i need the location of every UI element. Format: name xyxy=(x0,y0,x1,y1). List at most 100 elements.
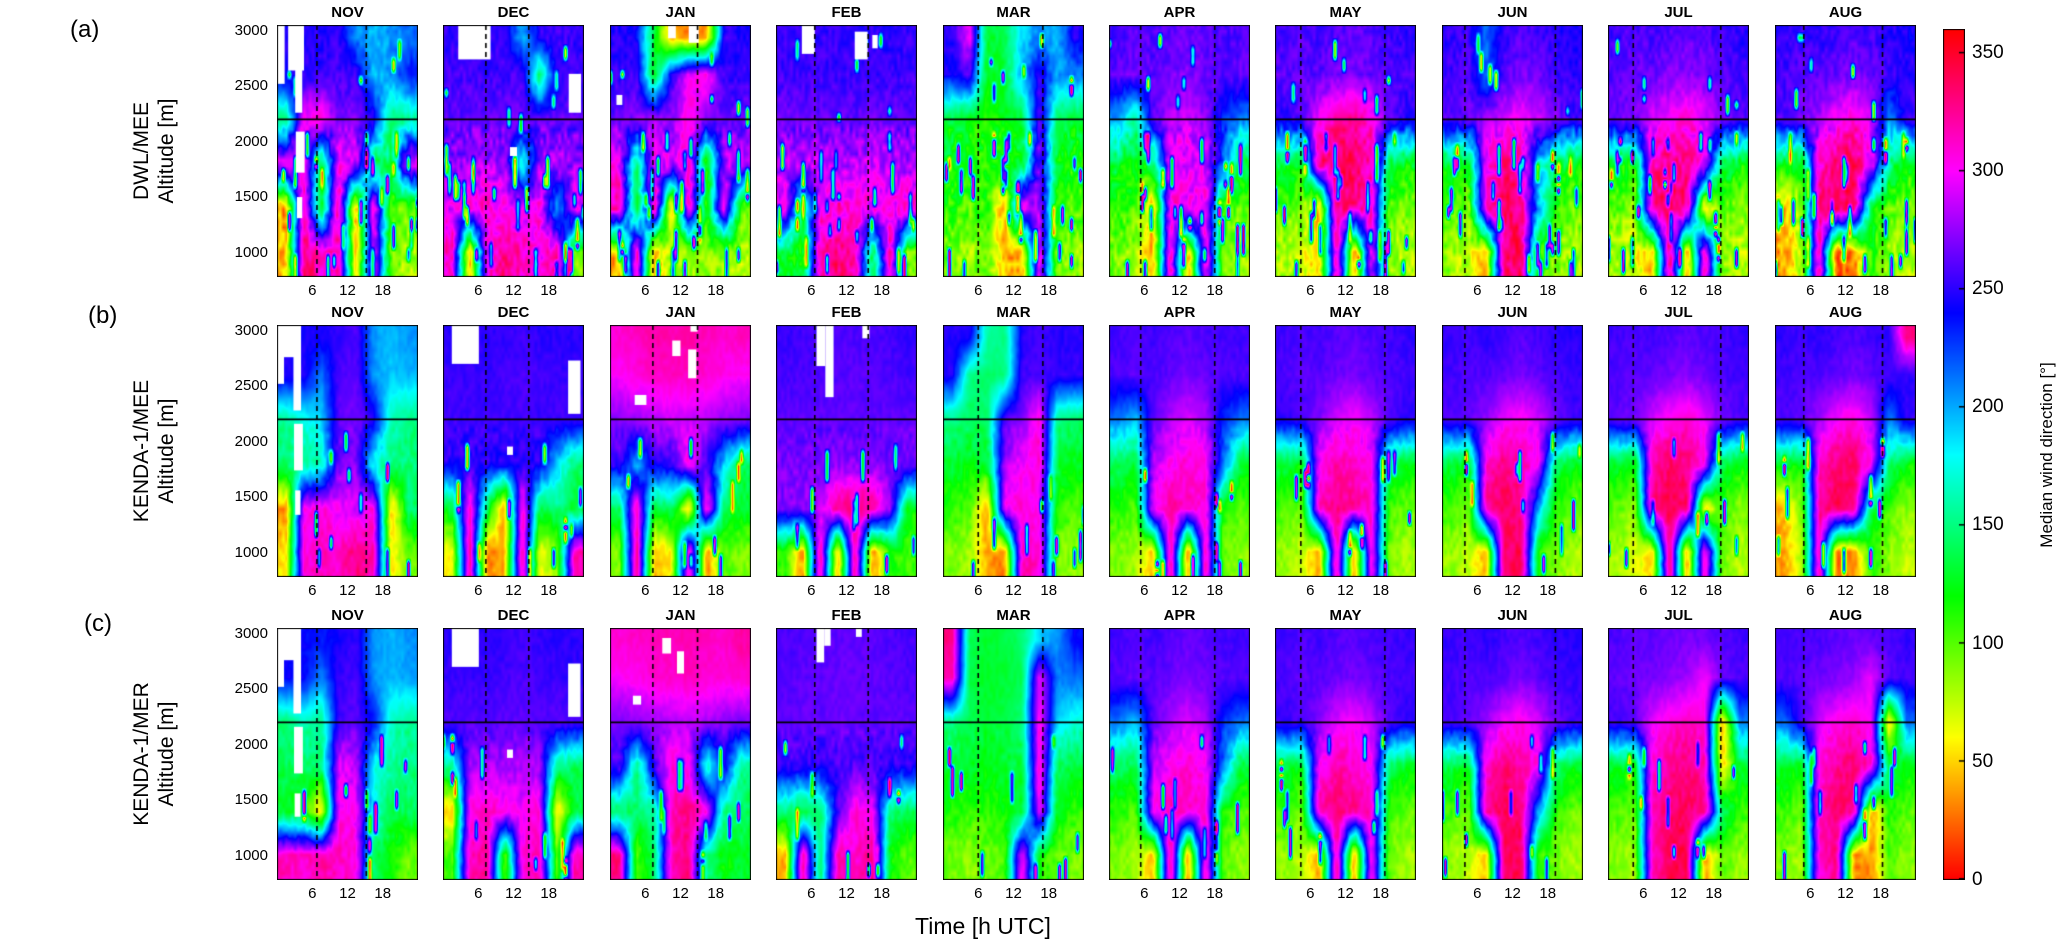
panel-month-title: DEC xyxy=(497,607,530,624)
heatmap-panel-a-JAN xyxy=(610,25,751,277)
x-axis-label: Time [h UTC] xyxy=(915,913,1051,939)
row-axis-label: DWL/MEE Altitude [m] xyxy=(129,98,179,203)
panel-month-title: MAR xyxy=(996,607,1031,624)
y-axis-label: Altitude [m] xyxy=(155,98,178,204)
colorbar-tick-label: 0 xyxy=(1972,869,1983,890)
x-tick-label: 6 xyxy=(1140,582,1149,599)
x-tick-label: 18 xyxy=(707,582,725,599)
x-tick-label: 12 xyxy=(672,885,689,902)
panel-month-title: MAY xyxy=(1329,4,1362,21)
colorbar-axis-label: Median wind direction [°] xyxy=(2037,362,2056,548)
panel-month-title: JUN xyxy=(1497,304,1528,321)
x-tick-label: 18 xyxy=(1372,282,1390,299)
x-tick-label: 18 xyxy=(1872,885,1890,902)
colorbar-tick-label: 250 xyxy=(1972,278,2004,300)
x-tick-label: 18 xyxy=(1040,582,1058,599)
x-tick-label: 12 xyxy=(339,582,356,599)
x-tick-label: 18 xyxy=(1206,282,1224,299)
y-tick-label: 1500 xyxy=(234,488,268,506)
x-tick-label: 12 xyxy=(838,582,855,599)
x-tick-label: 6 xyxy=(1306,582,1315,599)
heatmap-panel-b-JUN xyxy=(1442,325,1583,577)
panel-month-title: JUN xyxy=(1497,4,1528,21)
x-tick-label: 12 xyxy=(672,282,689,299)
dataset-name: KENDA-1/MEE xyxy=(130,379,153,523)
heatmap-panel-a-MAY xyxy=(1275,25,1416,277)
heatmap-panel-b-MAR xyxy=(943,325,1084,577)
y-tick-label: 2500 xyxy=(234,77,268,95)
heatmap-panel-b-AUG xyxy=(1775,325,1916,577)
x-tick-label: 18 xyxy=(1539,282,1557,299)
colorbar-tick-label: 350 xyxy=(1972,41,2004,63)
x-tick-label: 6 xyxy=(1806,582,1815,599)
x-tick-label: 12 xyxy=(1171,582,1188,599)
heatmap-panel-a-NOV xyxy=(277,25,418,277)
x-tick-label: 6 xyxy=(1806,282,1815,299)
x-tick-label: 12 xyxy=(1670,282,1687,299)
heatmap-panel-b-JAN xyxy=(610,325,751,577)
x-tick-label: 6 xyxy=(474,582,483,599)
x-tick-label: 12 xyxy=(672,582,689,599)
x-tick-label: 12 xyxy=(1504,885,1521,902)
x-tick-label: 6 xyxy=(308,282,317,299)
x-tick-label: 12 xyxy=(1670,885,1687,902)
heatmap-panel-b-APR xyxy=(1109,325,1250,577)
x-tick-label: 18 xyxy=(540,885,558,902)
x-tick-label: 12 xyxy=(1337,885,1354,902)
x-tick-label: 12 xyxy=(1005,582,1022,599)
x-tick-label: 6 xyxy=(1306,282,1315,299)
heatmap-panel-a-JUL xyxy=(1608,25,1749,277)
x-tick-label: 18 xyxy=(707,885,725,902)
heatmap-panel-a-MAR xyxy=(943,25,1084,277)
x-tick-label: 6 xyxy=(1140,885,1149,902)
x-tick-label: 6 xyxy=(641,582,650,599)
heatmap-panel-c-FEB xyxy=(776,628,917,880)
panel-month-title: APR xyxy=(1163,4,1196,21)
x-tick-label: 18 xyxy=(540,582,558,599)
x-tick-label: 6 xyxy=(474,885,483,902)
x-tick-label: 18 xyxy=(1206,582,1224,599)
y-tick-label: 2000 xyxy=(234,432,268,450)
x-tick-label: 6 xyxy=(308,582,317,599)
y-tick-label: 1500 xyxy=(234,188,268,206)
x-tick-label: 18 xyxy=(1539,582,1557,599)
x-tick-label: 12 xyxy=(339,282,356,299)
x-tick-label: 12 xyxy=(1837,282,1854,299)
x-tick-label: 12 xyxy=(838,885,855,902)
x-tick-label: 6 xyxy=(807,582,816,599)
x-tick-label: 6 xyxy=(641,885,650,902)
y-tick-label: 1000 xyxy=(234,243,268,261)
panel-month-title: JUL xyxy=(1664,304,1693,321)
panel-month-title: MAY xyxy=(1329,304,1362,321)
x-tick-label: 12 xyxy=(838,282,855,299)
dataset-name: DWL/MEE xyxy=(130,101,153,201)
panel-month-title: AUG xyxy=(1828,4,1863,21)
x-tick-label: 6 xyxy=(1806,885,1815,902)
x-tick-label: 18 xyxy=(873,282,891,299)
x-tick-label: 12 xyxy=(1670,582,1687,599)
colorbar-tick-label: 150 xyxy=(1972,514,2004,536)
x-tick-label: 6 xyxy=(1639,582,1648,599)
x-tick-label: 12 xyxy=(1837,885,1854,902)
y-tick-label: 2500 xyxy=(234,377,268,395)
x-tick-label: 12 xyxy=(1005,885,1022,902)
x-tick-label: 6 xyxy=(974,582,983,599)
x-tick-label: 18 xyxy=(1705,282,1723,299)
panel-month-title: AUG xyxy=(1828,607,1863,624)
row-letter: (a) xyxy=(70,16,100,43)
x-tick-label: 12 xyxy=(339,885,356,902)
x-tick-label: 18 xyxy=(1872,582,1890,599)
x-tick-label: 18 xyxy=(707,282,725,299)
colorbar-tick-label: 100 xyxy=(1972,632,2004,654)
x-tick-label: 18 xyxy=(873,582,891,599)
x-tick-label: 18 xyxy=(374,282,392,299)
x-tick-label: 6 xyxy=(807,885,816,902)
panel-month-title: FEB xyxy=(831,607,862,624)
x-tick-label: 12 xyxy=(505,582,522,599)
x-tick-label: 6 xyxy=(641,282,650,299)
x-tick-label: 6 xyxy=(1639,885,1648,902)
panel-month-title: FEB xyxy=(831,4,862,21)
heatmap-panel-a-AUG xyxy=(1775,25,1916,277)
panel-month-title: JUL xyxy=(1664,4,1693,21)
